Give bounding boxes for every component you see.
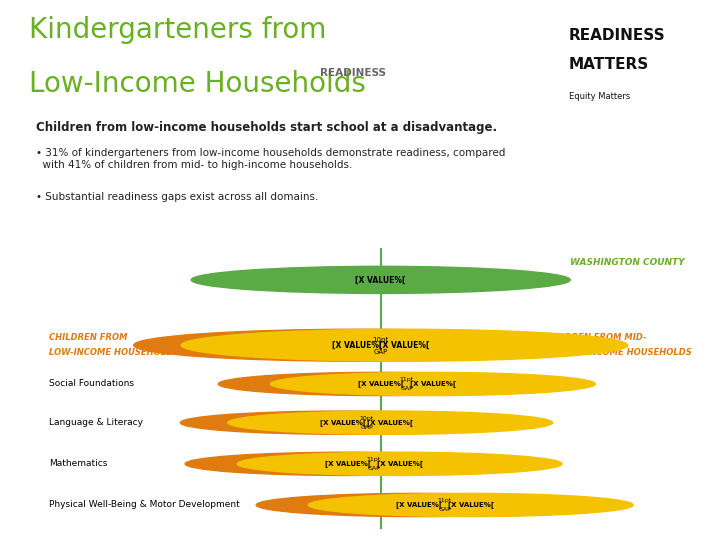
Text: Physical Well-Being & Motor Development: Physical Well-Being & Motor Development [49,501,240,510]
Text: [X VALUE%[: [X VALUE%[ [377,461,423,467]
Circle shape [238,452,562,475]
Text: [X VALUE%[: [X VALUE%[ [395,502,441,509]
Text: [X VALUE%[: [X VALUE%[ [356,275,406,285]
Text: 11pt: 11pt [438,498,452,503]
Text: MATTERS: MATTERS [569,57,649,72]
Text: • Substantial readiness gaps exist across all domains.: • Substantial readiness gaps exist acros… [36,192,318,202]
Text: [X VALUE%[: [X VALUE%[ [367,419,413,426]
Text: CHILDREN FROM: CHILDREN FROM [49,334,127,342]
Text: Children from low-income households start school at a disadvantage.: Children from low-income households star… [36,122,497,134]
Text: LOW-INCOME HOUSEHOLDS: LOW-INCOME HOUSEHOLDS [49,348,179,357]
Text: GAP: GAP [360,425,373,430]
Text: CHILDREN FROM MID-: CHILDREN FROM MID- [543,334,647,342]
Text: [X VALUE%[: [X VALUE%[ [410,381,456,387]
Text: GAP: GAP [438,508,451,512]
Circle shape [218,373,543,396]
Text: Low-Income Households: Low-Income Households [29,70,366,98]
Text: 10pt: 10pt [373,337,389,343]
Text: READINESS: READINESS [320,68,387,78]
Circle shape [228,411,553,434]
Circle shape [181,329,628,361]
Text: [X VALUE%[: [X VALUE%[ [448,502,494,509]
Circle shape [181,411,505,434]
Text: Mathematics: Mathematics [49,460,107,468]
Text: GAP: GAP [400,387,413,392]
Text: [X VALUE%[: [X VALUE%[ [332,341,382,350]
Text: GAP: GAP [367,466,380,471]
Text: WASHINGTON COUNTY: WASHINGTON COUNTY [570,259,685,267]
Text: [X VALUE%[: [X VALUE%[ [325,461,371,467]
Text: Social Foundations: Social Foundations [49,380,134,388]
Text: • 31% of kindergarteners from low-income households demonstrate readiness, compa: • 31% of kindergarteners from low-income… [36,148,505,170]
Text: [X VALUE%[: [X VALUE%[ [358,381,404,387]
Text: 10pt: 10pt [359,416,374,421]
Text: 11pt: 11pt [400,377,414,382]
Circle shape [185,452,510,475]
Text: GAP: GAP [374,349,388,355]
Text: Kindergarteners from: Kindergarteners from [29,16,326,44]
Circle shape [308,494,633,517]
Circle shape [192,266,570,293]
Circle shape [134,329,580,361]
Text: [X VALUE%[: [X VALUE%[ [379,341,430,350]
Circle shape [271,373,595,396]
Text: Equity Matters: Equity Matters [569,92,630,102]
Text: READINESS: READINESS [569,28,665,43]
Text: 11pt: 11pt [366,457,381,462]
Text: [X VALUE%[: [X VALUE%[ [320,419,366,426]
Circle shape [256,494,581,517]
Text: Language & Literacy: Language & Literacy [49,418,143,427]
Text: TO HIGH-INCOME HOUSEHOLDS: TO HIGH-INCOME HOUSEHOLDS [543,348,692,357]
